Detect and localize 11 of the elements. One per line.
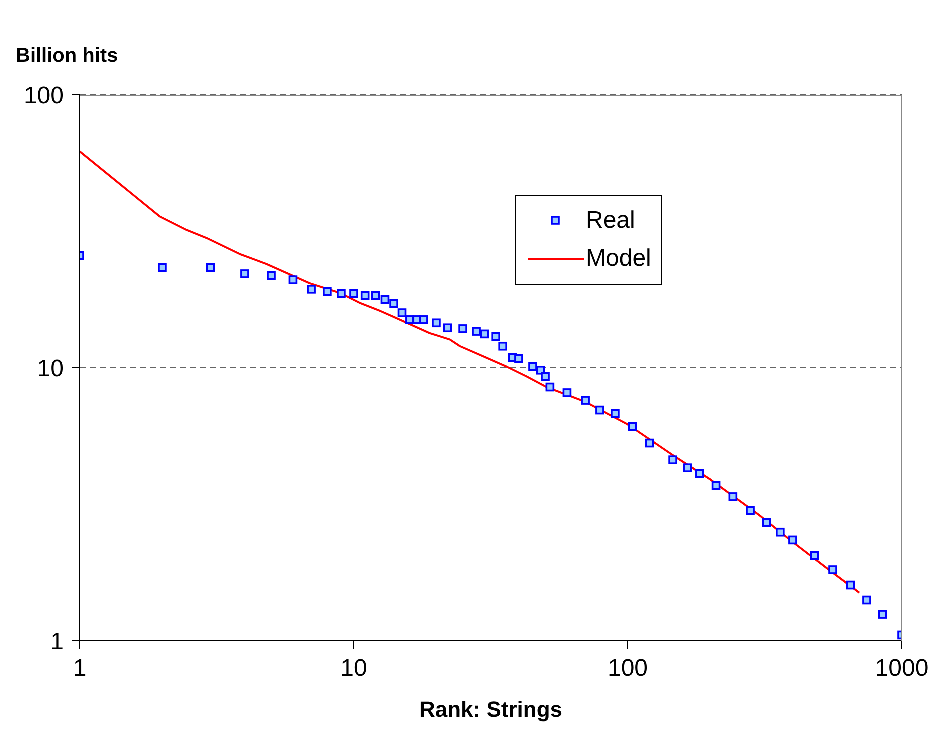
legend-label: Model: [586, 245, 652, 273]
y-tick-label: 10: [37, 356, 64, 383]
x-tick-label: 1000: [875, 655, 929, 682]
legend-label: Real: [586, 207, 636, 235]
x-tick-label: 100: [608, 655, 648, 682]
y-axis-title: Billion hits: [16, 45, 118, 68]
x-tick-label: 10: [340, 655, 368, 682]
x-axis-title: Rank: Strings: [418, 697, 564, 723]
y-tick-label: 1: [50, 628, 64, 656]
y-tick-label: 100: [24, 82, 64, 110]
x-tick-label: 1: [73, 655, 87, 682]
